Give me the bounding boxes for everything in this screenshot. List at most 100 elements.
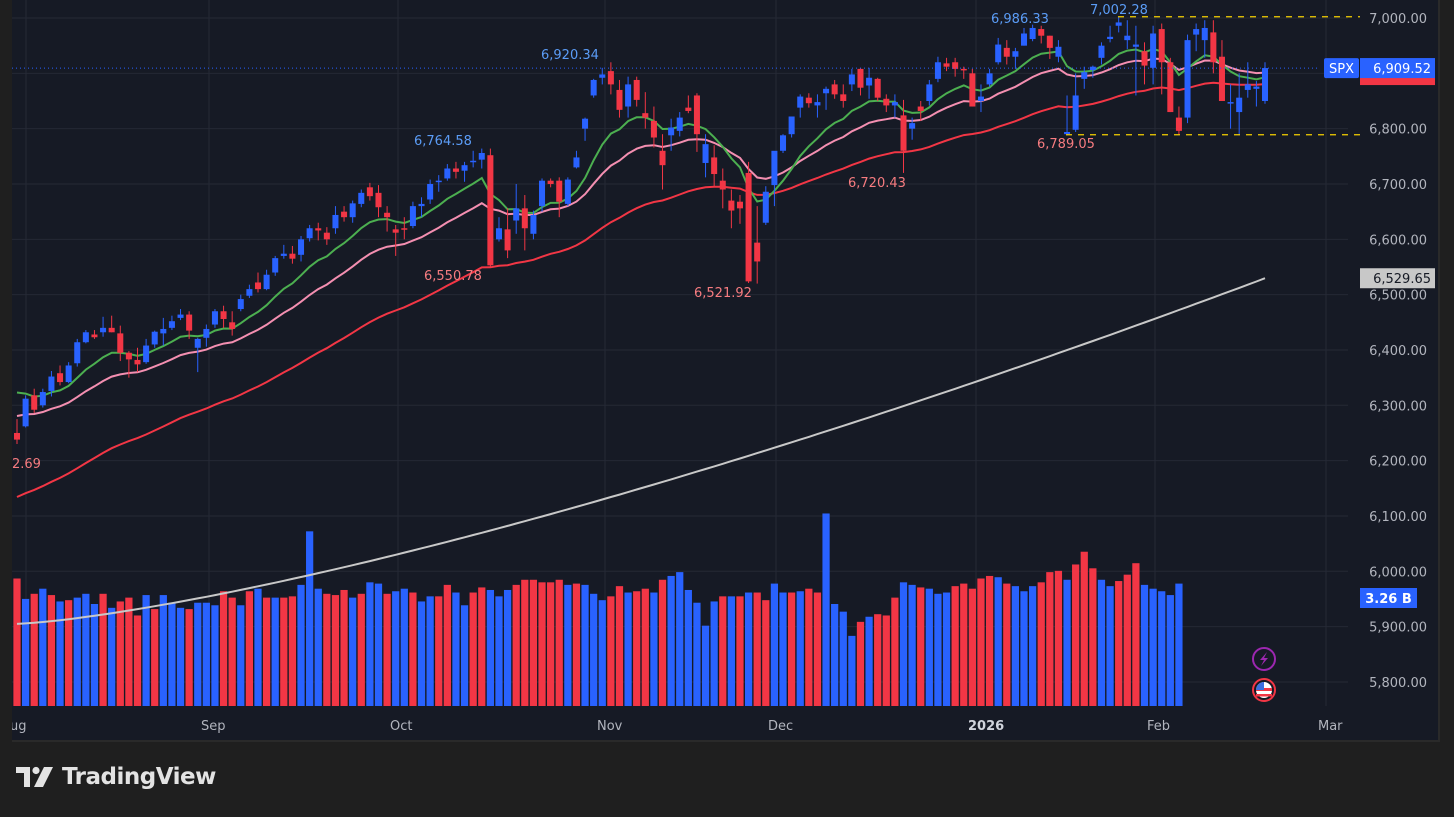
candle[interactable]: [366, 187, 373, 197]
candle[interactable]: [874, 78, 881, 98]
candle[interactable]: [676, 117, 683, 131]
candle[interactable]: [668, 127, 675, 136]
candle[interactable]: [117, 333, 124, 353]
candle[interactable]: [1244, 84, 1251, 90]
candle[interactable]: [31, 395, 38, 410]
candle[interactable]: [771, 150, 778, 186]
candle[interactable]: [599, 74, 606, 78]
candle[interactable]: [125, 352, 132, 360]
candle[interactable]: [1012, 51, 1019, 57]
candle[interactable]: [995, 44, 1002, 63]
candle[interactable]: [814, 102, 821, 106]
candle[interactable]: [246, 289, 253, 296]
candle[interactable]: [805, 97, 812, 104]
candle[interactable]: [840, 94, 847, 101]
candle[interactable]: [702, 144, 709, 163]
candle[interactable]: [823, 88, 830, 94]
candle[interactable]: [1158, 29, 1165, 63]
candle[interactable]: [547, 180, 554, 184]
candle[interactable]: [513, 208, 520, 221]
candle[interactable]: [306, 228, 313, 239]
candle[interactable]: [1261, 68, 1269, 101]
candle[interactable]: [831, 84, 838, 95]
candle[interactable]: [168, 321, 175, 328]
candle[interactable]: [91, 334, 98, 338]
candle[interactable]: [719, 180, 726, 190]
candle[interactable]: [1038, 29, 1045, 36]
candle[interactable]: [254, 282, 262, 290]
candle[interactable]: [384, 212, 391, 218]
candle[interactable]: [934, 62, 941, 79]
candle[interactable]: [177, 314, 184, 318]
candle[interactable]: [650, 120, 657, 138]
candle[interactable]: [461, 165, 468, 171]
candle[interactable]: [22, 398, 29, 427]
candle[interactable]: [917, 106, 924, 111]
candle[interactable]: [926, 84, 933, 101]
candle[interactable]: [74, 342, 81, 364]
candle[interactable]: [470, 160, 477, 163]
candle[interactable]: [625, 84, 632, 107]
candle[interactable]: [143, 345, 150, 363]
candle[interactable]: [780, 135, 787, 151]
candle[interactable]: [616, 89, 623, 110]
candle[interactable]: [943, 63, 950, 67]
candle[interactable]: [435, 180, 442, 183]
candle[interactable]: [960, 68, 967, 71]
candle[interactable]: [754, 242, 761, 262]
candle[interactable]: [487, 155, 494, 266]
time-axis[interactable]: ug Sep Oct Nov Dec 2026 Feb Mar: [12, 719, 1343, 734]
candle[interactable]: [220, 311, 227, 319]
candle[interactable]: [1210, 32, 1217, 63]
candle[interactable]: [57, 373, 64, 383]
candle[interactable]: [349, 203, 356, 218]
candle[interactable]: [1167, 62, 1174, 113]
candle[interactable]: [797, 96, 804, 108]
candle[interactable]: [564, 179, 571, 204]
candle[interactable]: [375, 192, 382, 208]
candle[interactable]: [1055, 46, 1062, 57]
candle[interactable]: [539, 180, 546, 207]
candle[interactable]: [986, 73, 993, 85]
candle[interactable]: [1124, 35, 1131, 41]
candle[interactable]: [401, 228, 408, 230]
us-flag-icon[interactable]: [1252, 678, 1276, 702]
candle[interactable]: [418, 203, 425, 207]
candle[interactable]: [848, 74, 855, 85]
candle[interactable]: [229, 322, 236, 329]
candle[interactable]: [203, 328, 210, 338]
candle[interactable]: [788, 116, 795, 135]
candle[interactable]: [1003, 47, 1010, 57]
candle[interactable]: [1236, 97, 1243, 113]
candle[interactable]: [358, 192, 365, 204]
candle[interactable]: [1218, 56, 1225, 101]
candle[interactable]: [866, 77, 873, 86]
candle[interactable]: [289, 253, 296, 259]
candle[interactable]: [452, 168, 459, 172]
candle[interactable]: [504, 229, 511, 251]
candle[interactable]: [13, 432, 21, 440]
earnings-lightning-icon[interactable]: [1252, 647, 1276, 671]
candle[interactable]: [409, 206, 416, 227]
candle[interactable]: [134, 359, 141, 365]
candle[interactable]: [1132, 44, 1139, 47]
candle[interactable]: [642, 113, 649, 118]
candle[interactable]: [186, 314, 193, 331]
candle[interactable]: [108, 327, 115, 333]
candle[interactable]: [237, 299, 244, 310]
candle[interactable]: [194, 338, 201, 348]
candle[interactable]: [1081, 72, 1088, 79]
candle[interactable]: [65, 365, 72, 383]
candle[interactable]: [1193, 29, 1200, 35]
candle[interactable]: [582, 118, 589, 129]
candle[interactable]: [272, 258, 279, 273]
candle[interactable]: [685, 107, 692, 111]
candle[interactable]: [977, 96, 984, 101]
candle[interactable]: [160, 328, 167, 334]
candle[interactable]: [1029, 27, 1036, 40]
candle[interactable]: [762, 191, 769, 223]
candle[interactable]: [633, 79, 640, 100]
chart-pane[interactable]: 2.69 6,764.58 6,550.78 6,920.34 6,521.92 6,72…: [12, 0, 1440, 742]
candle[interactable]: [693, 95, 700, 135]
candle[interactable]: [1150, 33, 1157, 68]
